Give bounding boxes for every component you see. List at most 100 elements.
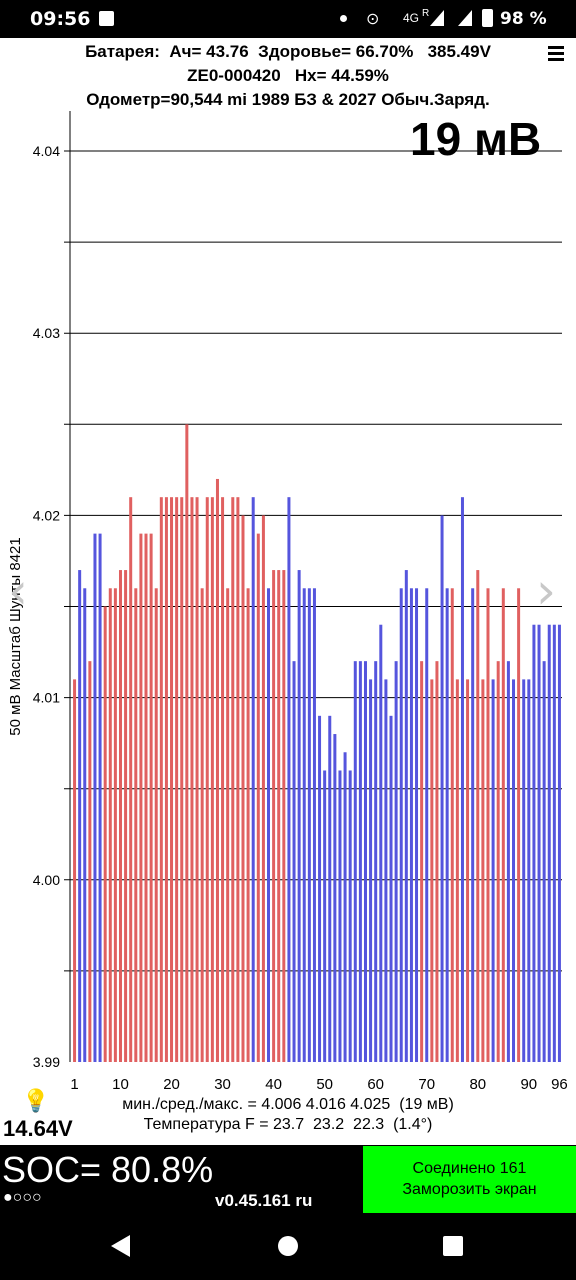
bar-cell-64[interactable] [394,661,398,1062]
back-icon[interactable] [111,1235,130,1257]
bar-cell-68[interactable] [415,588,419,1062]
bar-cell-6[interactable] [98,533,102,1062]
bar-cell-89[interactable] [522,679,526,1062]
bar-cell-53[interactable] [338,770,342,1062]
chevron-left-icon[interactable]: ‹ [8,562,28,620]
bar-cell-4[interactable] [88,661,92,1062]
recent-apps-icon[interactable] [443,1236,463,1256]
bar-cell-80[interactable] [476,570,480,1062]
bar-cell-55[interactable] [348,770,352,1062]
bar-cell-30[interactable] [221,497,225,1062]
cell-voltage-chart[interactable]: 4.04 4.03 4.02 4.01 4.00 3.99 1 10 20 30 40 50 60 70 8… [0,95,576,1095]
bar-cell-71[interactable] [430,679,434,1062]
bar-cell-94[interactable] [547,624,551,1062]
bar-cell-81[interactable] [481,679,485,1062]
bar-cell-31[interactable] [226,588,230,1062]
bar-cell-11[interactable] [124,570,128,1062]
bar-cell-60[interactable] [374,661,378,1062]
bar-cell-86[interactable] [506,661,510,1062]
bar-cell-16[interactable] [149,533,153,1062]
bar-cell-5[interactable] [93,533,97,1062]
bar-cell-41[interactable] [277,570,281,1062]
bar-cell-88[interactable] [517,588,521,1062]
bar-cell-47[interactable] [307,588,311,1062]
bar-cell-59[interactable] [369,679,373,1062]
bar-cell-9[interactable] [113,588,117,1062]
bar-cell-58[interactable] [363,661,367,1062]
bar-cell-37[interactable] [256,533,260,1062]
bar-cell-3[interactable] [83,588,87,1062]
bar-cell-95[interactable] [552,624,556,1062]
bar-cell-72[interactable] [435,661,439,1062]
bar-cell-13[interactable] [134,588,138,1062]
bar-cell-73[interactable] [440,515,444,1062]
bar-cell-61[interactable] [379,624,383,1062]
bar-cell-1[interactable] [73,679,77,1062]
page-indicator[interactable]: ●○○○ [3,1189,42,1206]
bar-cell-17[interactable] [154,588,158,1062]
bar-cell-93[interactable] [542,661,546,1062]
bar-cell-25[interactable] [195,497,199,1062]
bar-cell-12[interactable] [129,497,133,1062]
bar-cell-79[interactable] [471,588,475,1062]
bar-cell-54[interactable] [343,752,347,1062]
bar-cell-23[interactable] [185,424,189,1062]
bar-cell-62[interactable] [384,679,388,1062]
bar-cell-57[interactable] [358,661,362,1062]
bar-cell-46[interactable] [302,588,306,1062]
bar-cell-15[interactable] [144,533,148,1062]
bar-cell-43[interactable] [287,497,291,1062]
bar-cell-21[interactable] [175,497,179,1062]
bar-cell-42[interactable] [282,570,286,1062]
bar-cell-32[interactable] [231,497,235,1062]
bar-cell-26[interactable] [200,588,204,1062]
bar-cell-70[interactable] [425,588,429,1062]
bar-cell-39[interactable] [267,588,271,1062]
bar-cell-7[interactable] [103,606,107,1063]
bar-cell-96[interactable] [557,624,561,1062]
freeze-screen-button[interactable]: Соединено 161 Заморозить экран [363,1146,576,1213]
home-icon[interactable] [278,1236,298,1256]
menu-icon[interactable] [548,46,564,64]
bar-cell-10[interactable] [118,570,122,1062]
bar-cell-19[interactable] [164,497,168,1062]
bar-cell-50[interactable] [323,770,327,1062]
bar-cell-28[interactable] [210,497,214,1062]
bar-cell-67[interactable] [409,588,413,1062]
bar-cell-90[interactable] [527,679,531,1062]
bar-cell-27[interactable] [205,497,209,1062]
bar-cell-75[interactable] [450,588,454,1062]
bar-cell-85[interactable] [501,588,505,1062]
bar-cell-52[interactable] [333,734,337,1062]
bar-cell-24[interactable] [190,497,194,1062]
bar-cell-74[interactable] [445,588,449,1062]
bar-cell-91[interactable] [532,624,536,1062]
bar-cell-29[interactable] [215,478,219,1063]
bar-cell-84[interactable] [496,661,500,1062]
bar-cell-82[interactable] [486,588,490,1062]
bar-cell-20[interactable] [170,497,174,1062]
bar-cell-40[interactable] [272,570,276,1062]
chevron-right-icon[interactable]: › [536,562,556,620]
bar-cell-34[interactable] [241,515,245,1062]
bar-cell-45[interactable] [297,570,301,1062]
bar-cell-77[interactable] [460,497,464,1062]
bar-cell-48[interactable] [312,588,316,1062]
bar-cell-44[interactable] [292,661,296,1062]
bar-cell-87[interactable] [512,679,516,1062]
bar-cell-36[interactable] [251,497,255,1062]
bar-cell-83[interactable] [491,679,495,1062]
bar-cell-65[interactable] [399,588,403,1062]
bar-cell-8[interactable] [108,588,112,1062]
bar-cell-78[interactable] [466,679,470,1062]
bar-cell-18[interactable] [159,497,163,1062]
bar-cell-2[interactable] [78,570,82,1062]
bar-cell-63[interactable] [389,715,393,1062]
bar-cell-38[interactable] [261,515,265,1062]
bar-cell-56[interactable] [353,661,357,1062]
bar-cell-49[interactable] [318,715,322,1062]
bar-cell-14[interactable] [139,533,143,1062]
bar-cell-66[interactable] [404,570,408,1062]
bar-cell-35[interactable] [246,588,250,1062]
bar-cell-22[interactable] [180,497,184,1062]
